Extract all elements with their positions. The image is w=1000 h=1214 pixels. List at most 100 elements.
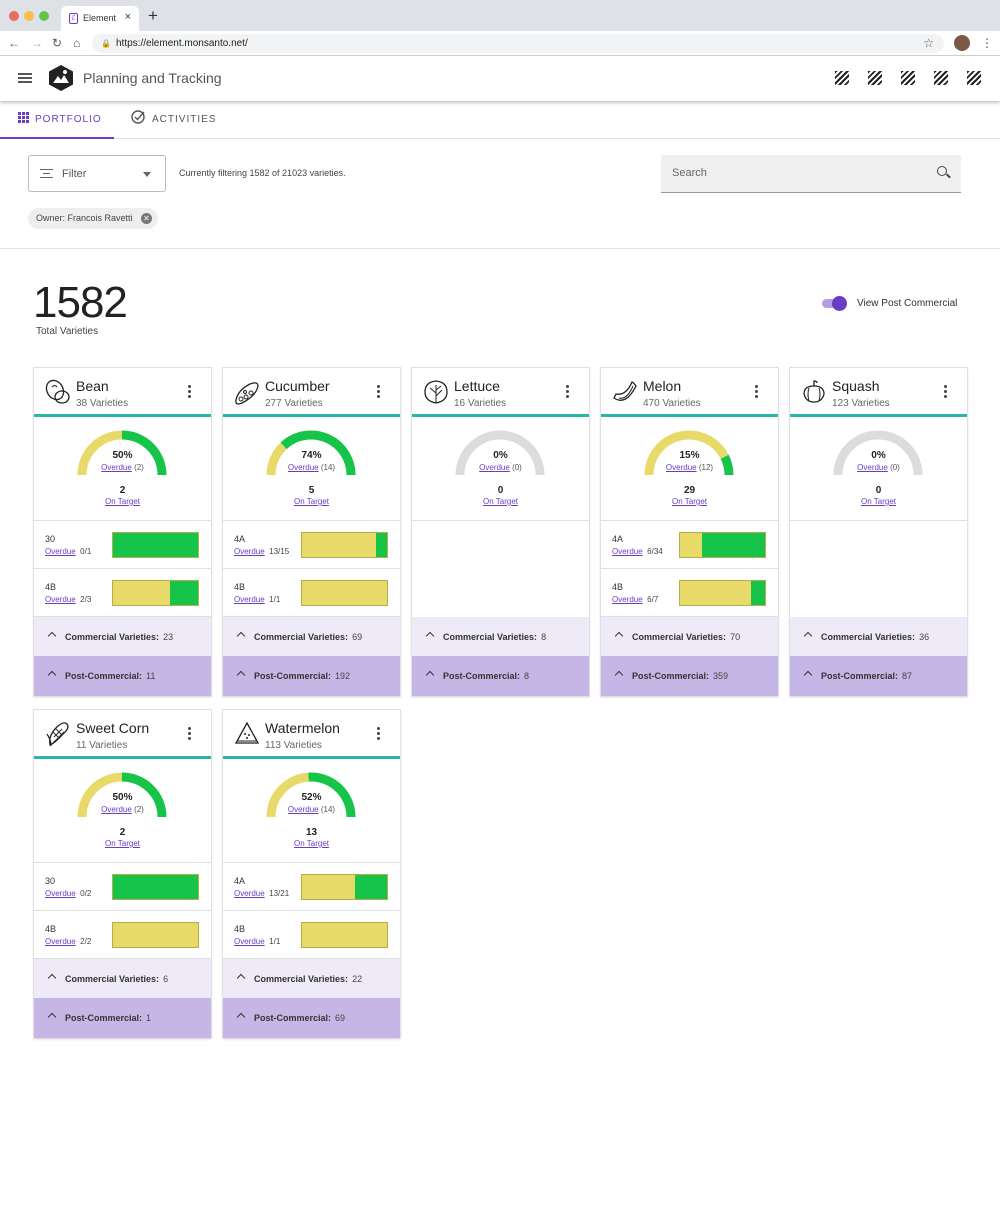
progress-gauge (644, 430, 734, 476)
commercial-varieties-toggle[interactable]: Commercial Varieties: 23 (34, 617, 211, 657)
commercial-label: Commercial Varieties: (65, 632, 160, 642)
search-input[interactable]: Search (661, 155, 961, 193)
overdue-link[interactable]: Overdue (665, 463, 697, 472)
overdue-link[interactable]: Overdue (45, 889, 76, 898)
stage-overdue: Overdue 13/21 (234, 889, 289, 898)
post-commercial-toggle[interactable]: Post-Commercial: 192 (223, 656, 400, 696)
commercial-varieties-toggle[interactable]: Commercial Varieties: 36 (790, 617, 967, 657)
overdue-link[interactable]: Overdue (101, 463, 132, 472)
tab-activities[interactable]: ACTIVITIES (131, 101, 231, 139)
chevron-up-icon (236, 973, 246, 983)
on-target-link[interactable]: On Target (294, 839, 329, 848)
crop-card-sweet-corn: Sweet Corn 11 Varieties 50% Overdue (2) … (34, 710, 211, 1038)
on-target-link[interactable]: On Target (861, 497, 896, 506)
post-commercial-toggle[interactable]: Post-Commercial: 87 (790, 656, 967, 696)
crop-variety-count: 11 Varieties (76, 740, 128, 751)
stage-overdue-value: 13/15 (269, 547, 290, 556)
gauge-percent: 74% (301, 450, 322, 461)
app-icon-2[interactable] (868, 71, 882, 85)
on-target-link[interactable]: On Target (483, 497, 518, 506)
filter-dropdown[interactable]: Filter (28, 155, 166, 192)
app-icon-3[interactable] (901, 71, 915, 85)
stage-progress-bar (679, 532, 766, 558)
on-target-link[interactable]: On Target (105, 497, 140, 506)
stage-progress-bar (112, 922, 199, 948)
maximize-window-button[interactable] (39, 11, 49, 21)
post-commercial-toggle[interactable]: Post-Commercial: 359 (601, 656, 778, 696)
stage-overdue: Overdue 6/34 (612, 547, 663, 556)
overdue-link[interactable]: Overdue (234, 595, 265, 604)
tab-close-icon[interactable]: × (124, 11, 131, 23)
on-target-link[interactable]: On Target (294, 497, 329, 506)
overdue-link[interactable]: Overdue (612, 595, 643, 604)
progress-gauge (77, 430, 167, 476)
menu-icon[interactable] (18, 73, 32, 83)
commercial-varieties-toggle[interactable]: Commercial Varieties: 69 (223, 617, 400, 657)
overdue-link[interactable]: Overdue (45, 937, 76, 946)
commercial-varieties-toggle[interactable]: Commercial Varieties: 70 (601, 617, 778, 657)
home-icon[interactable]: ⌂ (73, 36, 81, 50)
reload-icon[interactable]: ↻ (52, 36, 63, 50)
commercial-varieties-toggle[interactable]: Commercial Varieties: 6 (34, 959, 211, 999)
card-header: Melon 470 Varieties (601, 368, 778, 417)
favicon-icon: ℰ (69, 13, 78, 24)
more-options-icon[interactable] (566, 385, 569, 398)
new-tab-icon[interactable]: + (148, 6, 158, 25)
overdue-link[interactable]: Overdue (857, 463, 888, 472)
on-target-link[interactable]: On Target (105, 839, 140, 848)
app-icon-5[interactable] (967, 71, 981, 85)
overdue-link[interactable]: Overdue (234, 889, 265, 898)
more-options-icon[interactable] (377, 727, 380, 740)
app-icon-1[interactable] (835, 71, 849, 85)
overdue-count: (2) (134, 463, 144, 472)
profile-avatar[interactable] (954, 35, 970, 51)
post-commercial-toggle[interactable]: Post-Commercial: 1 (34, 998, 211, 1038)
tab-portfolio[interactable]: PORTFOLIO (0, 101, 114, 139)
overdue-link[interactable]: Overdue (612, 547, 643, 556)
more-options-icon[interactable] (377, 385, 380, 398)
forward-icon[interactable]: → (31, 36, 43, 50)
commercial-count: 23 (163, 632, 174, 642)
app-icon-4[interactable] (934, 71, 948, 85)
post-commercial-toggle[interactable]: Post-Commercial: 69 (223, 998, 400, 1038)
overdue-link[interactable]: Overdue (479, 463, 510, 472)
gauge-on-target-arc (280, 430, 356, 476)
post-commercial-toggle[interactable] (822, 296, 847, 311)
app-header: Planning and Tracking (0, 56, 1000, 101)
overdue-link[interactable]: Overdue (45, 547, 76, 556)
overdue-link[interactable]: Overdue (45, 595, 76, 604)
post-commercial-toggle[interactable]: Post-Commercial: 8 (412, 656, 589, 696)
overdue-link[interactable]: Overdue (287, 463, 319, 472)
commercial-varieties-toggle[interactable]: Commercial Varieties: 22 (223, 959, 400, 999)
overdue-link[interactable]: Overdue (287, 805, 319, 814)
address-input[interactable]: 🔒 https://element.monsanto.net/ ☆ (92, 34, 944, 53)
overdue-link[interactable]: Overdue (234, 547, 265, 556)
overdue-link[interactable]: Overdue (234, 937, 265, 946)
commercial-count: 6 (163, 974, 169, 984)
on-target-link[interactable]: On Target (672, 497, 707, 506)
minimize-window-button[interactable] (24, 11, 34, 21)
post-commercial-toggle[interactable]: Post-Commercial: 11 (34, 656, 211, 696)
back-icon[interactable]: ← (8, 36, 20, 50)
more-options-icon[interactable] (188, 385, 191, 398)
browser-menu-icon[interactable]: ⋮ (981, 36, 993, 50)
stage-overdue: Overdue 6/7 (612, 595, 658, 604)
stage-overdue: Overdue 0/1 (45, 547, 91, 556)
crop-card-watermelon: Watermelon 113 Varieties 52% Overdue (14… (223, 710, 400, 1038)
search-icon[interactable] (937, 166, 947, 176)
gauge-section: 0% Overdue (0) 0 On Target (790, 417, 967, 521)
total-varieties-label: Total Varieties (36, 326, 99, 337)
post-commercial-count: 69 (335, 1013, 346, 1023)
bookmark-star-icon[interactable]: ☆ (923, 36, 934, 50)
chevron-up-icon (614, 631, 624, 641)
gauge-overdue: Overdue (0) (412, 463, 589, 472)
chip-remove-icon[interactable]: ✕ (141, 213, 152, 224)
commercial-varieties-toggle[interactable]: Commercial Varieties: 8 (412, 617, 589, 657)
overdue-link[interactable]: Overdue (101, 805, 132, 814)
browser-tab[interactable]: ℰ Element × (61, 6, 139, 31)
more-options-icon[interactable] (944, 385, 947, 398)
more-options-icon[interactable] (188, 727, 191, 740)
stage-row: 4B Overdue 1/1 (223, 569, 400, 617)
close-window-button[interactable] (9, 11, 19, 21)
more-options-icon[interactable] (755, 385, 758, 398)
